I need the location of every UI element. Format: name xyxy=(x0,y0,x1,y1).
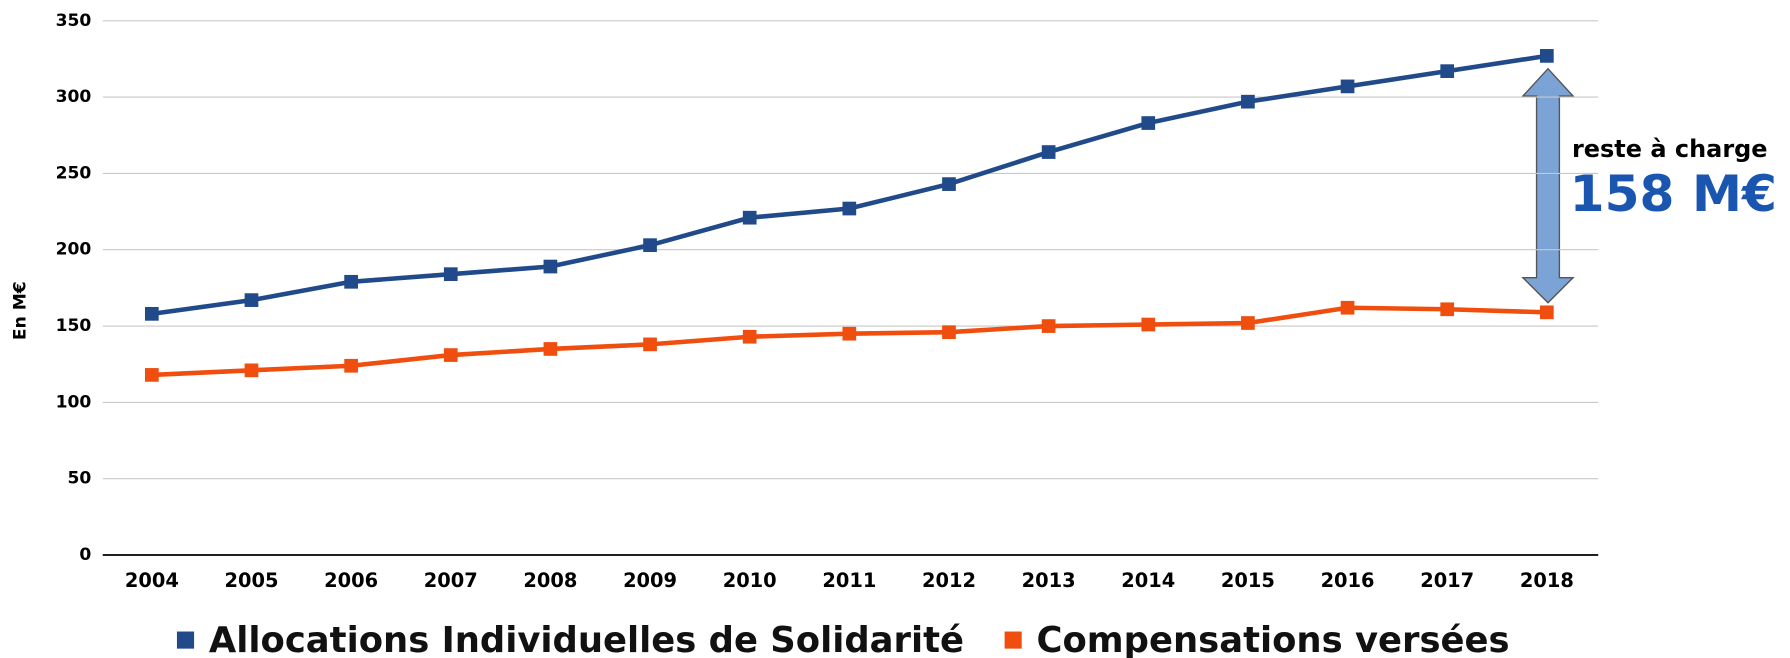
y-axis-label: En M€ xyxy=(11,281,31,340)
point-marker xyxy=(1041,145,1056,159)
point-marker xyxy=(443,267,458,282)
x-tick-label: 2011 xyxy=(822,569,876,592)
x-tick-label: 2009 xyxy=(623,569,677,592)
y-tick-label: 250 xyxy=(56,163,92,183)
point-marker xyxy=(742,210,757,225)
point-marker xyxy=(1141,317,1156,332)
x-tick-label: 2014 xyxy=(1121,569,1175,592)
point-marker xyxy=(842,326,857,341)
annotation-label: reste à charge xyxy=(1572,135,1768,163)
point-marker xyxy=(244,363,259,378)
x-tick-label: 2007 xyxy=(424,569,478,592)
point-marker xyxy=(1539,49,1554,63)
x-tick-label: 2006 xyxy=(324,569,378,592)
point-marker xyxy=(643,238,657,253)
point-marker xyxy=(1340,79,1355,94)
point-marker xyxy=(942,325,956,340)
y-tick-label: 200 xyxy=(56,240,92,260)
point-marker xyxy=(443,348,458,362)
point-marker xyxy=(144,368,159,382)
legend-label: Allocations Individuelles de Solidarité xyxy=(209,620,964,658)
legend-swatch xyxy=(1004,631,1022,649)
point-marker xyxy=(942,177,956,191)
point-marker xyxy=(1041,319,1056,333)
y-tick-label: 50 xyxy=(68,469,92,489)
y-tick-label: 0 xyxy=(79,545,91,565)
annotation-value: 158 M€ xyxy=(1570,164,1777,223)
point-marker xyxy=(1340,300,1355,315)
series-line xyxy=(151,305,1547,378)
x-tick-label: 2004 xyxy=(125,569,179,592)
x-tick-label: 2018 xyxy=(1520,569,1574,592)
x-tick-label: 2010 xyxy=(723,569,777,592)
legend-label: Compensations versées xyxy=(1037,620,1510,658)
x-tick-label: 2017 xyxy=(1420,569,1474,592)
legend-swatch xyxy=(176,631,195,649)
point-marker xyxy=(1141,116,1156,130)
point-marker xyxy=(1440,64,1455,78)
x-tick-label: 2016 xyxy=(1321,569,1375,592)
y-tick-label: 150 xyxy=(56,316,92,336)
x-tick-label: 2015 xyxy=(1221,569,1275,592)
point-marker xyxy=(742,329,757,344)
point-marker xyxy=(344,274,358,289)
gap-arrow xyxy=(1521,67,1575,304)
series-line xyxy=(151,53,1548,317)
y-tick-label: 300 xyxy=(56,87,92,107)
point-marker xyxy=(1241,94,1255,109)
point-marker xyxy=(643,337,657,352)
point-marker xyxy=(344,358,358,373)
point-marker xyxy=(1539,305,1554,320)
y-tick-label: 350 xyxy=(56,11,92,31)
y-tick-label: 100 xyxy=(56,392,92,412)
x-tick-label: 2012 xyxy=(922,569,976,592)
point-marker xyxy=(1241,316,1255,330)
point-marker xyxy=(1440,302,1455,317)
x-tick-label: 2013 xyxy=(1022,569,1076,592)
point-marker xyxy=(543,259,558,274)
x-tick-label: 2005 xyxy=(224,569,278,592)
point-marker xyxy=(543,342,558,356)
x-tick-label: 2008 xyxy=(523,569,577,592)
point-marker xyxy=(244,293,259,307)
point-marker xyxy=(144,307,159,321)
point-marker xyxy=(842,201,857,216)
